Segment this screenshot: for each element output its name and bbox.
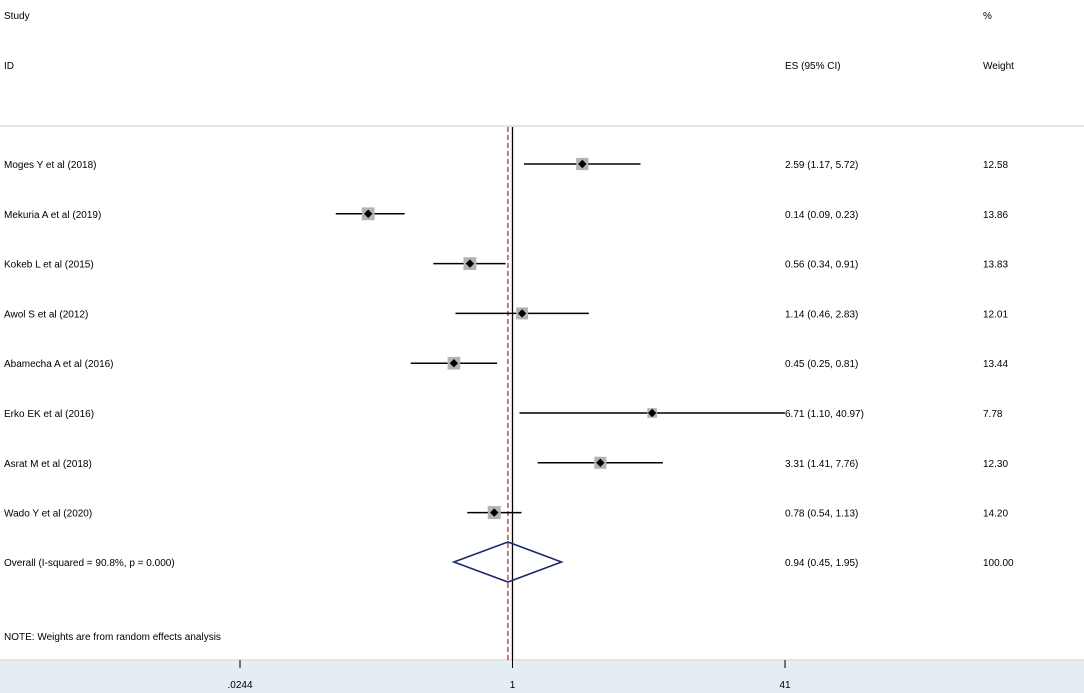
- overall-effect-size-ci: 0.94 (0.45, 1.95): [785, 558, 858, 569]
- effect-size-ci: 0.78 (0.54, 1.13): [785, 509, 858, 520]
- effect-size-ci: 0.14 (0.09, 0.23): [785, 210, 858, 221]
- effect-size-ci: 6.71 (1.10, 40.97): [785, 409, 864, 420]
- overall-label: Overall (I-squared = 90.8%, p = 0.000): [4, 558, 175, 569]
- study-weight: 12.30: [983, 459, 1008, 470]
- study-label: Wado Y et al (2020): [4, 509, 92, 520]
- id-header: ID: [4, 61, 14, 72]
- overall-diamond: [451, 541, 564, 583]
- study-label: Mekuria A et al (2019): [4, 210, 101, 221]
- effect-size-ci: 1.14 (0.46, 2.83): [785, 309, 858, 320]
- study-label: Moges Y et al (2018): [4, 160, 96, 171]
- point-estimate: [465, 259, 475, 268]
- study-label: Kokeb L et al (2015): [4, 260, 94, 271]
- effect-size-ci: 0.56 (0.34, 0.91): [785, 260, 858, 271]
- es-header: ES (95% CI): [785, 61, 841, 72]
- overall-row: Overall (I-squared = 90.8%, p = 0.000) 0.…: [4, 541, 1014, 583]
- x-tick-label: 41: [779, 680, 791, 691]
- study-weight: 13.83: [983, 260, 1008, 271]
- effect-size-ci: 0.45 (0.25, 0.81): [785, 359, 858, 370]
- point-estimate: [578, 159, 587, 169]
- study-row: Awol S et al (2012) 1.14 (0.46, 2.83) 12.0…: [4, 307, 1008, 320]
- x-tick-label: 1: [510, 680, 516, 691]
- point-estimate: [490, 508, 499, 517]
- study-header: Study: [4, 11, 30, 22]
- point-estimate: [449, 359, 459, 368]
- effect-size-ci: 2.59 (1.17, 5.72): [785, 160, 858, 171]
- effect-size-ci: 3.31 (1.41, 7.76): [785, 459, 858, 470]
- point-estimate: [517, 309, 527, 318]
- study-row: Kokeb L et al (2015) 0.56 (0.34, 0.91) 13.…: [4, 257, 1008, 271]
- study-weight: 13.86: [983, 210, 1008, 221]
- study-row: Abamecha A et al (2016) 0.45 (0.25, 0.81)…: [4, 356, 1008, 370]
- overall-weight: 100.00: [983, 558, 1014, 569]
- point-estimate: [364, 209, 373, 218]
- study-row: Wado Y et al (2020) 0.78 (0.54, 1.13) 14.2…: [4, 506, 1008, 520]
- footnote: NOTE: Weights are from random effects an…: [4, 632, 221, 643]
- x-tick-label: .0244: [227, 680, 252, 691]
- study-label: Awol S et al (2012): [4, 309, 88, 320]
- study-row: Asrat M et al (2018) 3.31 (1.41, 7.76) 12.…: [4, 456, 1008, 470]
- point-estimate: [647, 408, 657, 418]
- study-weight: 13.44: [983, 359, 1008, 370]
- study-row: Mekuria A et al (2019) 0.14 (0.09, 0.23) 1…: [4, 207, 1008, 221]
- study-row: Moges Y et al (2018) 2.59 (1.17, 5.72) 12.…: [4, 157, 1008, 171]
- study-weight: 14.20: [983, 509, 1008, 520]
- point-estimate: [596, 458, 605, 467]
- study-weight: 12.01: [983, 309, 1008, 320]
- weight-header: Weight: [983, 61, 1014, 72]
- study-weight: 7.78: [983, 409, 1003, 420]
- axis-band: [0, 661, 1084, 693]
- study-label: Asrat M et al (2018): [4, 459, 92, 470]
- study-weight: 12.58: [983, 160, 1008, 171]
- percent-header: %: [983, 11, 992, 22]
- study-row: Erko EK et al (2016) 6.71 (1.10, 40.97) 7.…: [4, 408, 1003, 420]
- study-label: Erko EK et al (2016): [4, 409, 94, 420]
- study-label: Abamecha A et al (2016): [4, 359, 114, 370]
